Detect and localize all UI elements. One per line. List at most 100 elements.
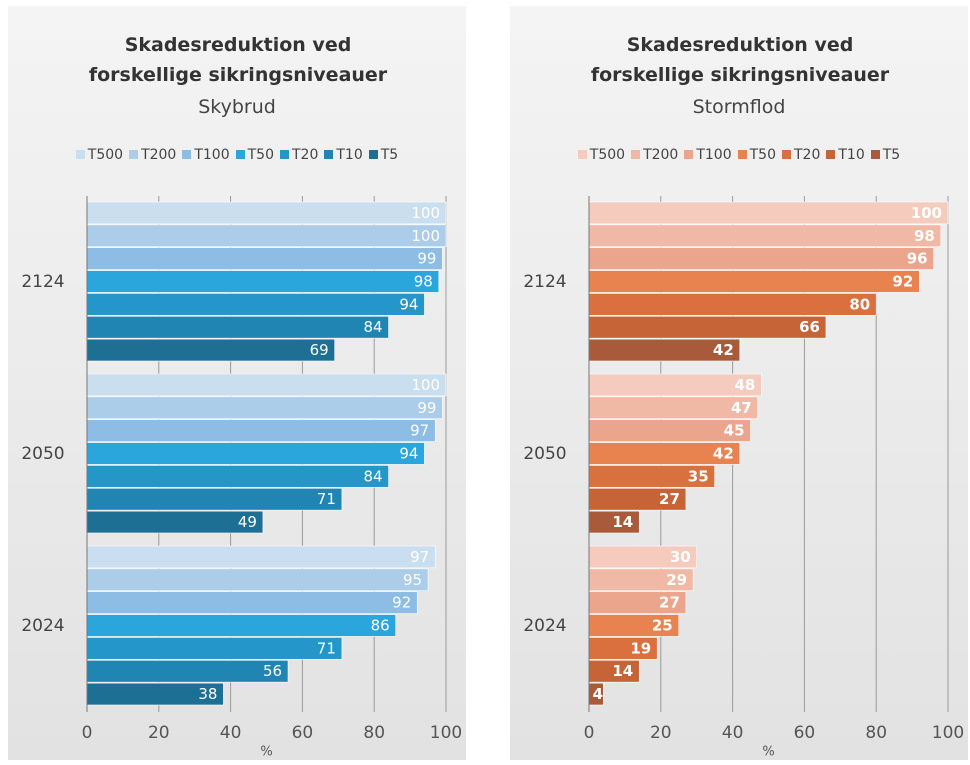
data-label: 95 <box>403 571 422 589</box>
chart-title: Skadesreduktion ved forskellige sikrings… <box>590 34 890 86</box>
chart-panel: Skadesreduktion ved forskellige sikrings… <box>510 6 968 760</box>
legend-swatch <box>235 150 245 159</box>
x-tick-label: 0 <box>584 723 595 743</box>
data-label: 42 <box>713 341 734 359</box>
legend-label: T100 <box>194 147 230 163</box>
legend-label: T10 <box>336 147 363 163</box>
y-tick-label: 2124 <box>21 272 64 292</box>
data-label: 100 <box>411 227 440 245</box>
x-tick-label: 100 <box>430 723 462 743</box>
legend-item: T5 <box>368 147 399 163</box>
data-label: 25 <box>652 617 673 635</box>
data-label: 30 <box>670 548 691 566</box>
legend-swatch <box>782 150 791 159</box>
legend-label: T500 <box>589 147 626 163</box>
data-label: 69 <box>310 341 329 359</box>
chart: 0 20 40 60 80 100% 2124 100 100 99 98 94 84 69 2050 100… <box>21 196 462 760</box>
y-tick-label: 2024 <box>21 616 64 636</box>
bar <box>86 373 447 397</box>
legend-item: T50 <box>737 147 776 163</box>
y-tick-label: 2124 <box>523 272 566 292</box>
data-label: 96 <box>907 250 928 268</box>
legend-label: T20 <box>794 147 821 163</box>
bar <box>86 224 447 248</box>
data-label: 98 <box>414 273 433 291</box>
legend-label: T200 <box>643 147 679 163</box>
bar <box>86 396 443 420</box>
data-label: 100 <box>411 204 440 222</box>
legend-item: T10 <box>324 147 363 163</box>
legend-swatch <box>826 150 836 159</box>
bar <box>86 247 443 270</box>
legend-item: T10 <box>826 147 865 163</box>
bar <box>86 614 397 637</box>
data-label: 14 <box>612 513 633 531</box>
legend-swatch <box>324 150 334 159</box>
data-label: 66 <box>799 318 820 336</box>
bar <box>588 201 949 225</box>
x-tick-label: 20 <box>650 723 672 743</box>
legend-swatch <box>870 150 880 159</box>
bar <box>86 270 440 293</box>
legend-label: T500 <box>87 147 124 163</box>
bar <box>86 293 425 316</box>
chart-title: Skadesreduktion ved forskellige sikrings… <box>88 34 388 86</box>
data-label: 71 <box>317 490 336 508</box>
bar <box>86 510 264 534</box>
legend-label: T50 <box>749 147 776 163</box>
bar <box>588 293 877 316</box>
bar <box>86 545 436 569</box>
legend-item: T20 <box>782 147 820 163</box>
x-tick-label: 40 <box>722 723 744 743</box>
data-label: 38 <box>198 685 217 703</box>
chart: 0 20 40 60 80 100% 2124 100 98 96 92 80 66 42 2050 48 47… <box>523 196 964 760</box>
data-label: 100 <box>911 204 942 222</box>
bar <box>86 487 343 511</box>
data-label: 84 <box>363 467 382 485</box>
bar <box>86 338 336 362</box>
data-label: 71 <box>317 639 336 657</box>
data-label: 94 <box>399 445 418 463</box>
legend-item: T500 <box>75 147 124 163</box>
chart-panel: Skadesreduktion ved forskellige sikrings… <box>8 6 466 760</box>
data-label: 27 <box>659 490 680 508</box>
bar <box>86 659 289 683</box>
data-label: 99 <box>417 399 436 417</box>
x-axis-label: % <box>260 745 272 760</box>
data-label: 45 <box>724 422 745 440</box>
legend-item: T500 <box>577 147 626 163</box>
data-label: 92 <box>392 594 411 612</box>
data-label: 48 <box>734 376 755 394</box>
legend-label: T5 <box>380 147 399 163</box>
y-tick-label: 2024 <box>523 616 566 636</box>
data-label: 4 <box>593 685 603 703</box>
x-tick-label: 80 <box>363 723 385 743</box>
data-label: 47 <box>731 399 752 417</box>
legend-swatch <box>368 150 378 159</box>
data-label: 94 <box>399 295 418 313</box>
legend-swatch <box>737 150 747 159</box>
legend-label: T50 <box>247 147 274 163</box>
y-tick-label: 2050 <box>21 444 64 464</box>
legend-item: T200 <box>129 147 176 163</box>
bar <box>86 591 418 614</box>
data-label: 92 <box>892 273 913 291</box>
legend-item: T20 <box>280 147 318 163</box>
legend-item: T50 <box>235 147 274 163</box>
x-tick-label: 40 <box>220 723 242 743</box>
legend-label: T5 <box>882 147 901 163</box>
legend-label: T100 <box>696 147 732 163</box>
bar <box>86 637 343 660</box>
chart-subtitle: Stormflod <box>692 96 786 118</box>
legend-item: T100 <box>182 147 230 163</box>
bar <box>86 201 447 225</box>
legend-item: T5 <box>870 147 901 163</box>
x-tick-label: 100 <box>932 723 964 743</box>
legend: T500 T200 T100 T50 T20 T10 T5 <box>510 147 968 163</box>
chart-subtitle: Skybrud <box>198 96 276 118</box>
x-axis-label: % <box>762 745 774 760</box>
legend-label: T10 <box>838 147 865 163</box>
data-label: 49 <box>238 513 257 531</box>
data-label: 80 <box>849 295 870 313</box>
